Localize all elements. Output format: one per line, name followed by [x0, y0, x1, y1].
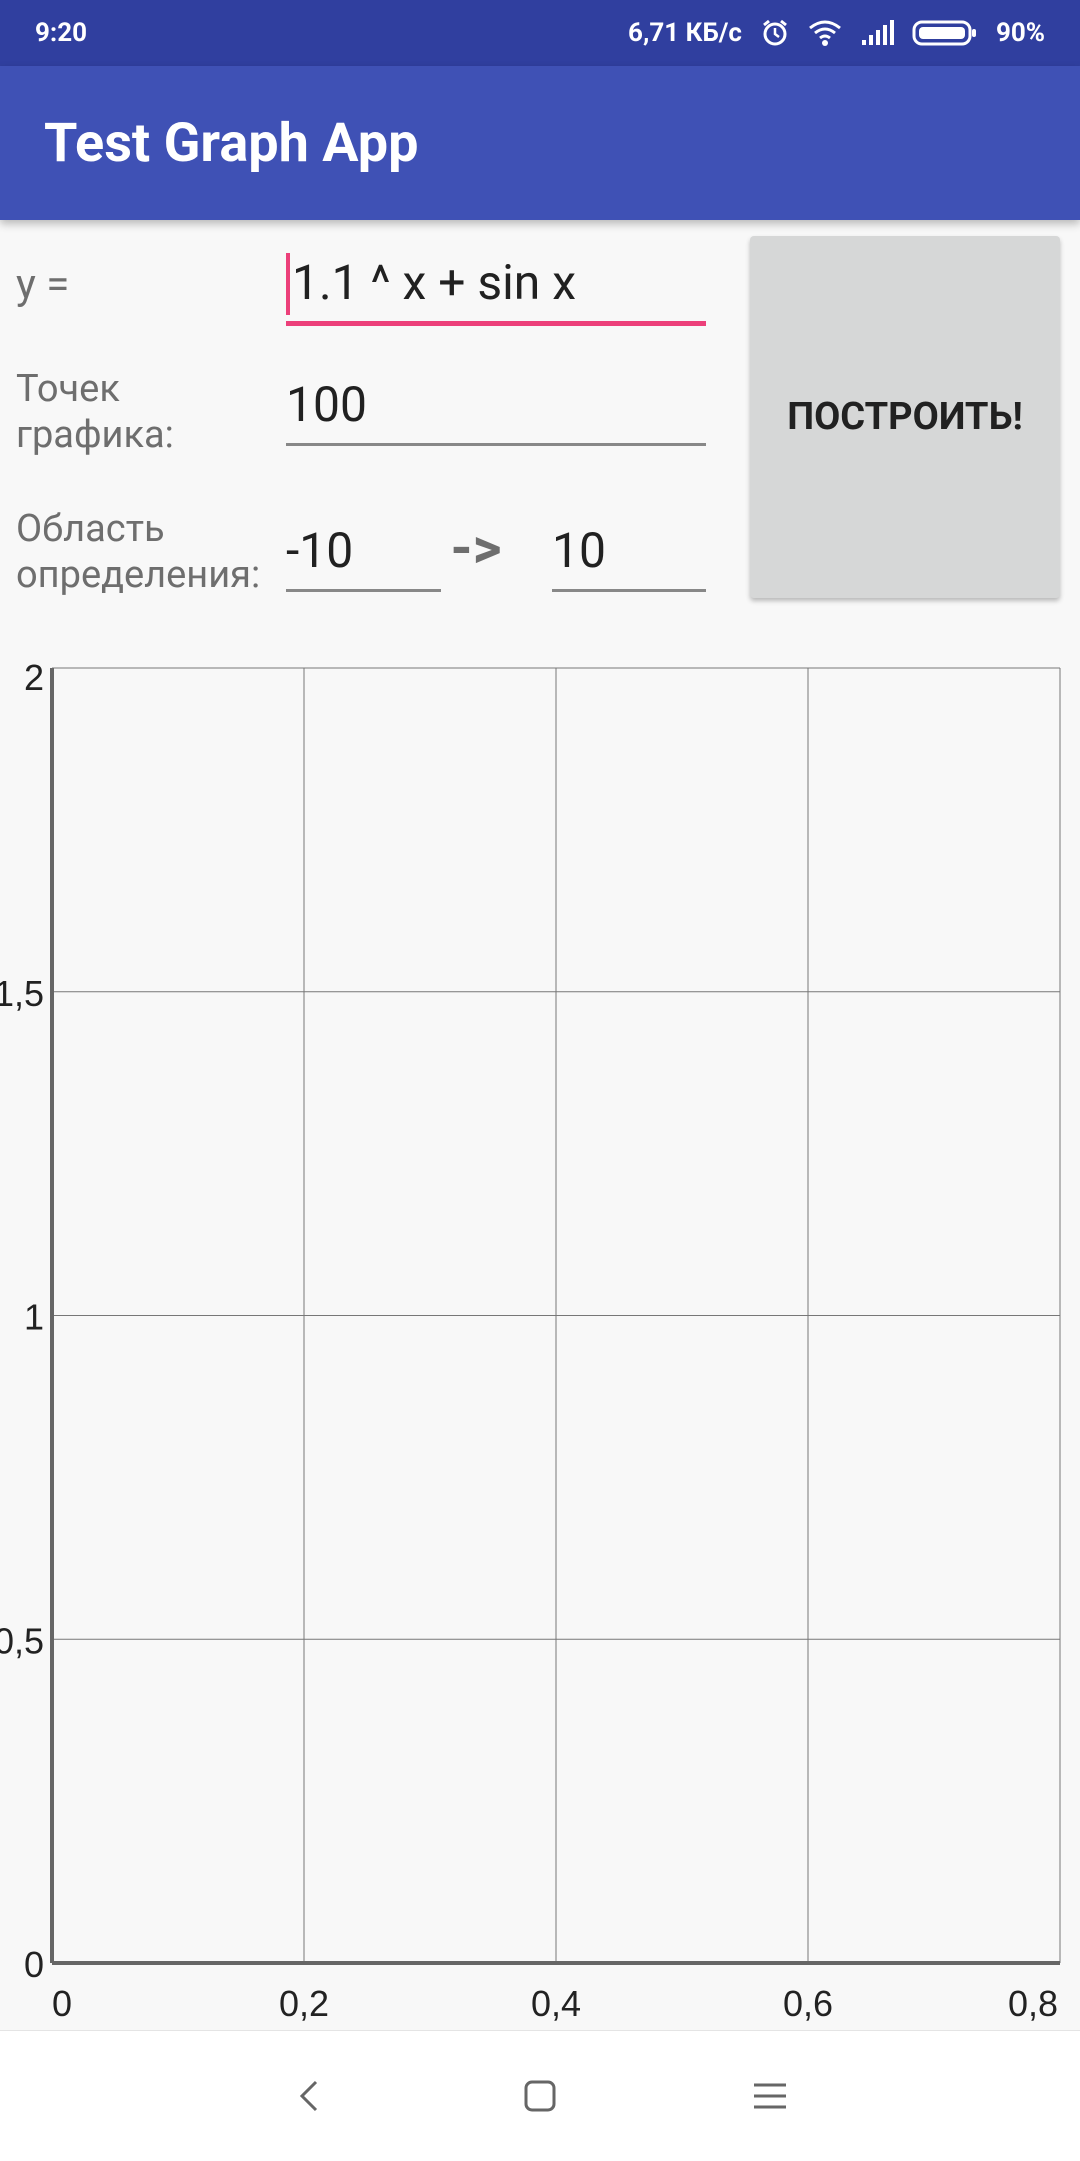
navigation-bar	[0, 2030, 1080, 2161]
y-tick-label: 1,5	[0, 973, 44, 1014]
signal-icon	[860, 20, 894, 46]
home-icon[interactable]	[510, 2066, 570, 2126]
build-button[interactable]: ПОСТРОИТЬ!	[750, 236, 1060, 598]
status-bar: 9:20 6,71 КБ/с 90%	[0, 0, 1080, 66]
wifi-icon	[808, 19, 842, 47]
x-tick-label: 0,8	[1008, 1983, 1058, 2024]
app-title: Test Graph App	[44, 111, 419, 175]
x-tick-label: 0,4	[531, 1983, 581, 2024]
x-tick-label: 0,6	[783, 1983, 833, 2024]
points-label-line2: графика:	[16, 413, 174, 457]
y-tick-label: 1	[24, 1297, 44, 1338]
domain-label-line1: Область	[16, 507, 165, 551]
function-label: y =	[16, 260, 70, 309]
points-label: Точек графика:	[16, 366, 174, 458]
battery-percent: 90%	[995, 18, 1045, 48]
network-speed: 6,71 КБ/с	[628, 18, 742, 48]
domain-to-input[interactable]: 10	[552, 522, 706, 592]
domain-arrow: ->	[450, 515, 502, 581]
domain-from-value: -10	[286, 522, 354, 579]
y-tick-label: 2	[24, 657, 44, 698]
status-time: 9:20	[35, 18, 88, 48]
y-tick-label: 0,5	[0, 1620, 44, 1661]
app-bar: Test Graph App	[0, 66, 1080, 220]
function-input[interactable]: 1.1 ^ x + sin x	[286, 253, 706, 326]
menu-icon[interactable]	[740, 2066, 800, 2126]
x-tick-label: 0	[52, 1983, 72, 2024]
battery-icon	[912, 19, 978, 47]
x-tick-label: 0,2	[279, 1983, 329, 2024]
points-input-value: 100	[286, 376, 367, 433]
y-tick-label: 0	[24, 1944, 44, 1985]
points-input[interactable]: 100	[286, 376, 706, 446]
text-cursor	[286, 253, 290, 315]
alarm-icon	[760, 18, 790, 48]
domain-label: Область определения:	[16, 506, 260, 598]
build-button-label: ПОСТРОИТЬ!	[787, 395, 1023, 439]
graph-chart[interactable]: 0 0,2 0,4 0,6 0,8 0 0,5 1 1,5 2	[0, 0, 1080, 2030]
domain-to-value: 10	[552, 522, 606, 579]
domain-label-line2: определения:	[16, 553, 261, 597]
status-icons: 6,71 КБ/с 90%	[628, 18, 1045, 48]
points-label-line1: Точек	[16, 367, 120, 411]
function-input-value: 1.1 ^ x + sin x	[292, 254, 577, 311]
domain-from-input[interactable]: -10	[286, 522, 441, 592]
back-icon[interactable]	[280, 2066, 340, 2126]
